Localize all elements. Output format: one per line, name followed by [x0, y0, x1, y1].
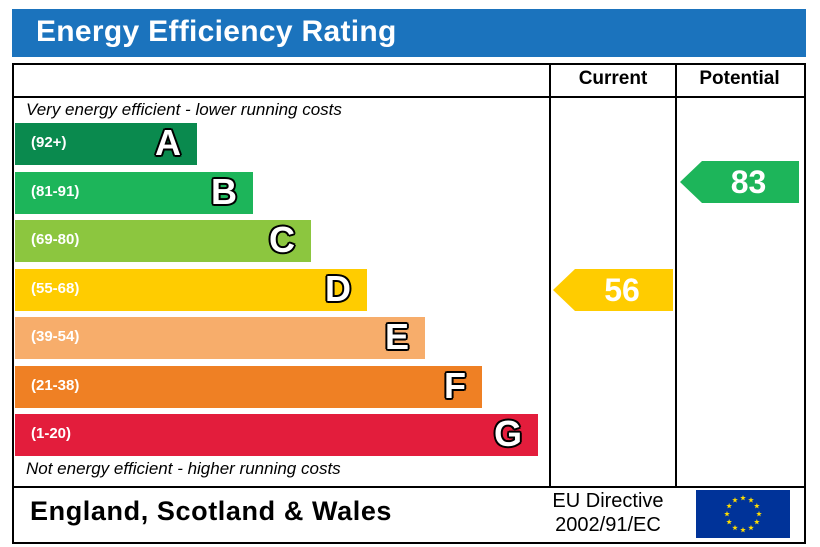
band-g: (1-20) G	[15, 413, 538, 456]
eu-directive: EU Directive 2002/91/EC	[528, 489, 688, 537]
eu-star-icon	[732, 497, 738, 503]
potential-rating-value: 83	[730, 163, 767, 200]
band-letter-label: C	[269, 219, 295, 260]
band-letter-label: F	[444, 364, 466, 406]
bottom-caption: Not energy efficient - higher running co…	[26, 459, 341, 478]
rating-frame	[12, 63, 806, 544]
footer-row-divider	[12, 486, 804, 488]
eu-star-icon	[748, 524, 754, 531]
eu-star-icon	[756, 511, 762, 517]
eu-star-icon	[732, 524, 738, 531]
band-range-label: (1-20)	[31, 425, 72, 442]
band-letter-label: B	[211, 170, 237, 212]
band-f: (21-38) F	[15, 364, 482, 408]
band-range-label: (92+)	[31, 134, 67, 151]
band-b: (81-91) B	[15, 170, 253, 214]
eu-star-icon	[754, 503, 760, 509]
eu-star-icon	[726, 519, 732, 525]
current-rating-arrow: 56	[553, 268, 673, 311]
chart-title: Energy Efficiency Rating	[36, 15, 397, 48]
eu-directive-line2: 2002/91/EC	[555, 514, 661, 536]
band-letter-label: D	[325, 267, 351, 309]
region-label: England, Scotland & Wales	[30, 496, 393, 526]
band-range-label: (81-91)	[31, 182, 80, 200]
band-range-label: (69-80)	[31, 231, 80, 248]
current-rating-value: 56	[604, 271, 640, 308]
potential-column-header: Potential	[699, 68, 780, 89]
band-a: (92+) A	[15, 122, 197, 165]
current-column-divider	[549, 63, 551, 487]
eu-flag-icon	[696, 490, 790, 538]
eu-star-icon	[740, 495, 746, 501]
top-caption: Very energy efficient - lower running co…	[26, 100, 342, 119]
band-letter-label: A	[155, 122, 181, 163]
current-column-header: Current	[578, 68, 648, 89]
current-arrow-shape	[553, 268, 673, 311]
band-d: (55-68) D	[15, 267, 367, 311]
band-e: (39-54) E	[15, 316, 425, 359]
band-range-label: (55-68)	[31, 279, 80, 297]
header-row-divider	[12, 96, 804, 98]
band-range-label: (39-54)	[31, 328, 80, 345]
eu-directive-line1: EU Directive	[552, 490, 664, 512]
eu-star-icon	[754, 519, 760, 525]
potential-rating-arrow: 83	[680, 160, 799, 203]
band-letter-label: G	[493, 413, 522, 454]
eu-star-icon	[748, 497, 754, 503]
band-c: (69-80) C	[15, 219, 311, 262]
band-letter-label: E	[384, 316, 409, 357]
eu-star-icon	[726, 503, 732, 509]
eu-star-icon	[724, 511, 730, 517]
potential-arrow-shape	[680, 160, 799, 203]
potential-column-divider	[675, 63, 677, 487]
header-bar: Energy Efficiency Rating	[12, 9, 806, 57]
eu-star-icon	[740, 527, 746, 533]
band-range-label: (21-38)	[31, 376, 80, 394]
